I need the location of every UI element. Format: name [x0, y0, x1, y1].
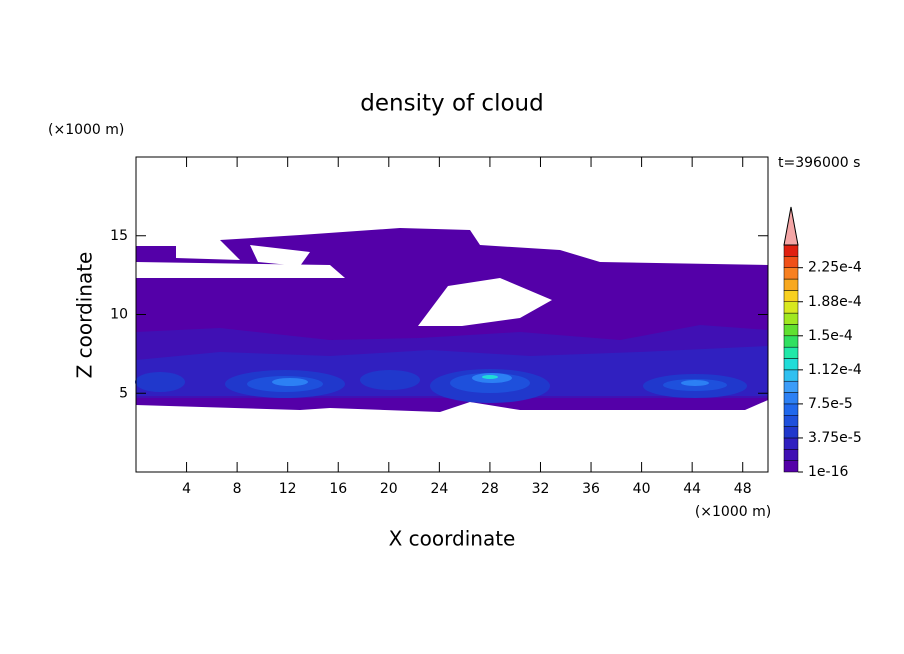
colorbar-swatch: [783, 403, 799, 416]
x-tick-label: 8: [233, 481, 242, 497]
colorbar-swatch: [783, 267, 799, 280]
colorbar-swatch: [783, 244, 799, 257]
x-tick-label: 20: [380, 481, 398, 497]
colorbar-swatch: [783, 301, 799, 314]
x-unit: (×1000 m): [695, 504, 771, 520]
contour-region: [681, 380, 709, 386]
x-tick-label: 40: [633, 481, 651, 497]
colorbar-swatch: [783, 392, 799, 405]
x-tick-label: 32: [532, 481, 550, 497]
colorbar-tick-label: 1.12e-4: [808, 362, 862, 378]
colorbar-swatch: [783, 290, 799, 302]
colorbar-extension: [783, 206, 799, 246]
colorbar-swatch: [783, 324, 799, 337]
y-unit: (×1000 m): [48, 122, 124, 138]
colorbar-swatch: [783, 312, 799, 325]
colorbar-swatch: [783, 449, 799, 461]
x-tick-label: 24: [430, 481, 448, 497]
contour-field: [135, 228, 768, 412]
colorbar-swatch: [783, 346, 799, 359]
colorbar-tick-label: 1.88e-4: [808, 294, 862, 310]
colorbar-swatch: [783, 358, 799, 371]
y-tick-label: 5: [119, 385, 128, 401]
colorbar-swatch: [783, 278, 799, 291]
colorbar-tick-label: 1.5e-4: [808, 328, 853, 344]
x-tick-label: 16: [329, 481, 347, 497]
colorbar-swatch: [783, 369, 799, 382]
colorbar-swatch: [783, 380, 799, 393]
y-axis-label: Z coordinate: [73, 252, 97, 379]
y-tick-label: 15: [110, 228, 128, 244]
contour-region: [135, 372, 185, 392]
colorbar-tick-label: 1e-16: [808, 464, 848, 480]
colorbar-swatch: [783, 335, 799, 348]
colorbar-swatch: [783, 415, 799, 427]
contour-region: [482, 375, 498, 379]
colorbar-tick-label: 2.25e-4: [808, 260, 862, 276]
x-tick-label: 44: [683, 481, 701, 497]
x-tick-label: 4: [182, 481, 191, 497]
hole: [136, 262, 345, 278]
colorbar-swatch: [783, 426, 799, 439]
x-axis-label: X coordinate: [389, 527, 516, 551]
colorbar-tick-label: 3.75e-5: [808, 430, 862, 446]
hole: [250, 245, 310, 266]
x-tick-label: 48: [734, 481, 752, 497]
colorbar-tick-label: 7.5e-5: [808, 396, 853, 412]
contour-region: [360, 370, 420, 390]
colorbar-swatch: [783, 460, 799, 473]
colorbar-swatch: [783, 256, 799, 268]
hole: [418, 278, 552, 326]
chart-title: density of cloud: [360, 91, 543, 117]
annotation: t=396000 s: [778, 155, 860, 171]
colorbar-swatch: [783, 437, 799, 450]
y-tick-label: 10: [110, 307, 128, 323]
x-tick-label: 12: [279, 481, 297, 497]
x-tick-label: 36: [582, 481, 600, 497]
x-tick-label: 28: [481, 481, 499, 497]
contour-region: [272, 378, 308, 386]
